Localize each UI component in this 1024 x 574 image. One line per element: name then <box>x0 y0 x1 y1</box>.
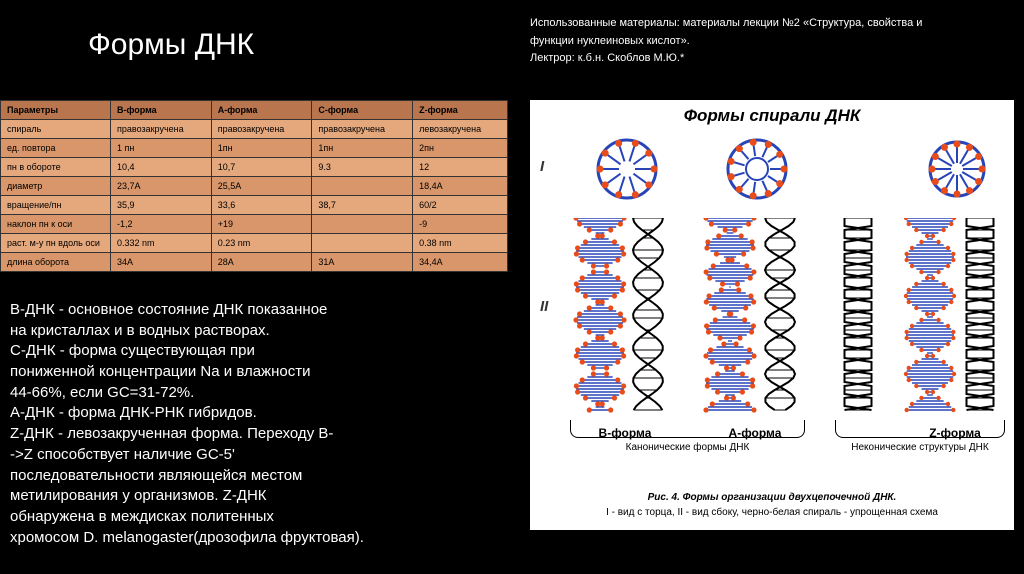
table-cell: 35,9 <box>111 196 212 215</box>
table-cell: спираль <box>1 120 111 139</box>
table-header: A-форма <box>211 101 312 120</box>
helix-z-color <box>900 218 960 413</box>
table-cell: 9.3 <box>312 158 413 177</box>
caption-bold: Рис. 4. Формы организации двухцепочечной… <box>648 492 897 503</box>
table-cell: наклон пн к оси <box>1 215 111 234</box>
table-row: спиральправозакрученаправозакрученаправо… <box>1 120 508 139</box>
caption-sub: I - вид с торца, II - вид сбоку, черно-б… <box>606 507 938 518</box>
table-header: Параметры <box>1 101 111 120</box>
table-cell <box>312 234 413 253</box>
citation-block: Использованные материалы: материалы лекц… <box>530 15 1010 68</box>
table-row: наклон пн к оси-1,2+19 -9 <box>1 215 508 234</box>
figure-title: Формы спирали ДНК <box>530 100 1014 128</box>
table-cell: ед. повтора <box>1 139 111 158</box>
brace-label-canonical: Канонические формы ДНК <box>570 442 805 453</box>
helix-z-bw1 <box>840 218 876 413</box>
table-cell: 0.23 nm <box>211 234 312 253</box>
slide-title: Формы ДНК <box>88 28 254 62</box>
desc-line: обнаружена в междисках политенных <box>10 507 490 528</box>
desc-line: Z-ДНК - левозакрученная форма. Переходу … <box>10 424 490 445</box>
table-cell: 38,7 <box>312 196 413 215</box>
table-cell: 0.332 nm <box>111 234 212 253</box>
brace-label-noncanonical: Неконические структуры ДНК <box>835 442 1005 453</box>
table-cell: 34A <box>111 253 212 272</box>
dna-figure: Формы спирали ДНК I II <box>530 100 1014 530</box>
table-cell: -1,2 <box>111 215 212 234</box>
desc-line: 44-66%, если GC=31-72%. <box>10 383 490 404</box>
table-cell: вращение/пн <box>1 196 111 215</box>
table-cell: 1пн <box>312 139 413 158</box>
table-header: B-форма <box>111 101 212 120</box>
helix-a-color <box>700 218 760 413</box>
table-cell: 34,4A <box>413 253 508 272</box>
desc-line: A-ДНК - форма ДНК-РНК гибридов. <box>10 403 490 424</box>
brace-canonical <box>570 420 805 438</box>
table-cell: правозакручена <box>312 120 413 139</box>
table-row: ед. повтора1 пн1пн1пн2пн <box>1 139 508 158</box>
row-label-1: I <box>540 158 544 175</box>
table-cell: правозакручена <box>211 120 312 139</box>
table-cell: 31A <box>312 253 413 272</box>
description-block: В-ДНК - основное состояние ДНК показанно… <box>10 300 490 548</box>
table-row: диаметр23,7A25,5A 18,4A <box>1 177 508 196</box>
brace-noncanonical <box>835 420 1005 438</box>
desc-line: С-ДНК - форма существующая при <box>10 341 490 362</box>
table-row: раст. м-у пн вдоль оси0.332 nm0.23 nm 0.3… <box>1 234 508 253</box>
table-cell: 2пн <box>413 139 508 158</box>
figure-body: I II <box>530 128 1014 428</box>
dna-params-table: ПараметрыB-формаA-формаC-формаZ-форма сп… <box>0 100 508 272</box>
table-cell: 18,4A <box>413 177 508 196</box>
table-cell: 12 <box>413 158 508 177</box>
table-cell: правозакручена <box>111 120 212 139</box>
helix-a-bw <box>762 218 798 413</box>
table-cell: 1 пн <box>111 139 212 158</box>
table-cell: 25,5A <box>211 177 312 196</box>
figure-caption: Рис. 4. Формы организации двухцепочечной… <box>530 490 1014 520</box>
table-cell: диаметр <box>1 177 111 196</box>
table-cell: 23,7A <box>111 177 212 196</box>
helix-b-bw <box>630 218 666 413</box>
table-cell <box>312 177 413 196</box>
table-cell: -9 <box>413 215 508 234</box>
table-row: пн в обороте10,410,79.312 <box>1 158 508 177</box>
top-view-a <box>726 138 788 200</box>
helix-z-bw2 <box>962 218 998 413</box>
citation-line: Лектрор: к.б.н. Скоблов М.Ю.* <box>530 50 1010 67</box>
desc-line: последовательности являющейся местом <box>10 466 490 487</box>
desc-line: ->Z способствует наличие GC-5' <box>10 445 490 466</box>
desc-line: В-ДНК - основное состояние ДНК показанно… <box>10 300 490 321</box>
table-cell: 33,6 <box>211 196 312 215</box>
table-cell: пн в обороте <box>1 158 111 177</box>
table-cell: раст. м-у пн вдоль оси <box>1 234 111 253</box>
table-cell: 1пн <box>211 139 312 158</box>
citation-line: функции нуклеиновых кислот». <box>530 33 1010 50</box>
table-header: Z-форма <box>413 101 508 120</box>
desc-line: на кристаллах и в водных растворах. <box>10 321 490 342</box>
table-cell: +19 <box>211 215 312 234</box>
desc-line: пониженной концентрации Na и влажности <box>10 362 490 383</box>
top-view-z <box>926 138 988 200</box>
table-cell <box>312 215 413 234</box>
top-view-b <box>596 138 658 200</box>
desc-line: метилирования у организмов. Z-ДНК <box>10 486 490 507</box>
table-cell: 0.38 nm <box>413 234 508 253</box>
table-cell: левозакручена <box>413 120 508 139</box>
helix-b-color <box>570 218 630 413</box>
desc-line: хромосом D. melanogaster(дрозофила фрукт… <box>10 528 490 549</box>
table-cell: 60/2 <box>413 196 508 215</box>
table-cell: 10,7 <box>211 158 312 177</box>
table-row: длина оборота34A28A31A34,4A <box>1 253 508 272</box>
table-cell: 10,4 <box>111 158 212 177</box>
row-label-2: II <box>540 298 548 315</box>
table-cell: длина оборота <box>1 253 111 272</box>
table-row: вращение/пн35,933,638,760/2 <box>1 196 508 215</box>
citation-line: Использованные материалы: материалы лекц… <box>530 15 1010 32</box>
table-header: C-форма <box>312 101 413 120</box>
table-cell: 28A <box>211 253 312 272</box>
